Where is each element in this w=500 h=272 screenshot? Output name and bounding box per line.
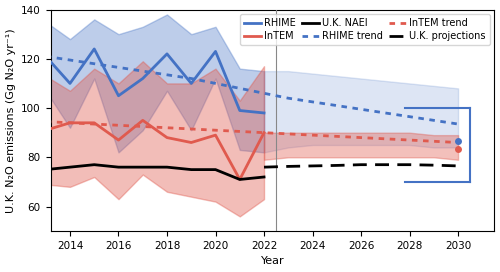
- X-axis label: Year: Year: [260, 256, 284, 267]
- Legend: RHIME, InTEM, U.K. NAEI, RHIME trend, InTEM trend, U.K. projections: RHIME, InTEM, U.K. NAEI, RHIME trend, In…: [240, 14, 490, 45]
- Y-axis label: U.K. N₂O emissions (Gg N₂O yr⁻¹): U.K. N₂O emissions (Gg N₂O yr⁻¹): [6, 28, 16, 213]
